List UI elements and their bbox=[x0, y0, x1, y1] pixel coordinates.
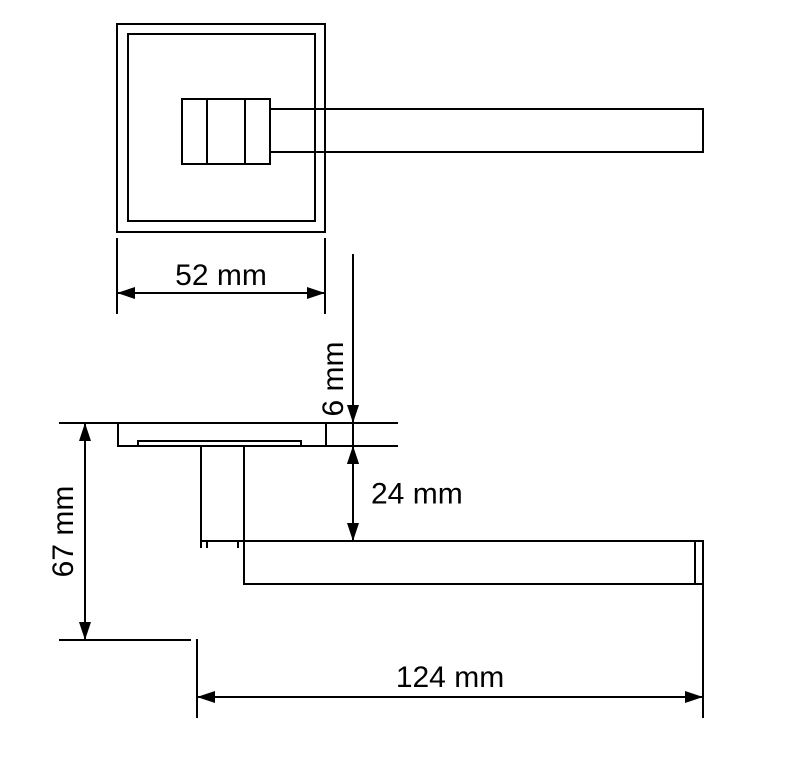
dim-24-label: 24 mm bbox=[371, 478, 463, 511]
side-plate bbox=[118, 423, 326, 446]
front-rose-outer bbox=[117, 24, 325, 232]
front-spindle-block bbox=[182, 99, 270, 164]
technical-drawing: 52 mm 6 mm 67 mm 24 mm 124 mm bbox=[0, 0, 790, 776]
front-lever bbox=[270, 109, 703, 152]
dim-124-label: 124 mm bbox=[396, 661, 504, 694]
dim-6-label: 6 mm bbox=[317, 342, 350, 417]
side-stub bbox=[201, 446, 244, 541]
side-lever bbox=[244, 541, 703, 584]
dim-67-label: 67 mm bbox=[47, 486, 80, 578]
front-rose-inner bbox=[128, 34, 315, 221]
dim-52-label: 52 mm bbox=[175, 259, 267, 292]
